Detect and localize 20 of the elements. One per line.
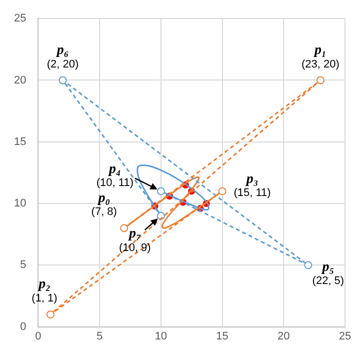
x-tick-label: 0 bbox=[35, 330, 42, 342]
annotation: p₅ (22, 5) bbox=[312, 260, 344, 288]
x-tick-label: 25 bbox=[338, 330, 352, 342]
annotation: p₀ (7, 8) bbox=[91, 190, 117, 218]
y-tick-label: 15 bbox=[14, 136, 26, 148]
y-tick-label: 20 bbox=[14, 74, 26, 86]
annotation: p₃ (15, 11) bbox=[234, 172, 271, 200]
x-tick-label: 5 bbox=[96, 330, 103, 342]
y-tick-label: 25 bbox=[14, 12, 26, 25]
annotation: p₄ (10, 11) bbox=[96, 162, 134, 190]
annotation: p₂ (1, 1) bbox=[32, 277, 58, 305]
annotation: p₁ (23, 20) bbox=[302, 42, 340, 70]
y-tick-label: 5 bbox=[20, 259, 26, 272]
annotation: p₆ (2, 20) bbox=[46, 42, 79, 70]
x-tick-label: 15 bbox=[216, 330, 228, 342]
y-tick-label: 0 bbox=[20, 320, 26, 333]
x-tick-label: 20 bbox=[278, 330, 290, 342]
x-tick-label: 10 bbox=[154, 330, 168, 342]
annotation: p₇ (10, 9) bbox=[119, 226, 151, 254]
y-tick-label: 10 bbox=[14, 198, 26, 210]
